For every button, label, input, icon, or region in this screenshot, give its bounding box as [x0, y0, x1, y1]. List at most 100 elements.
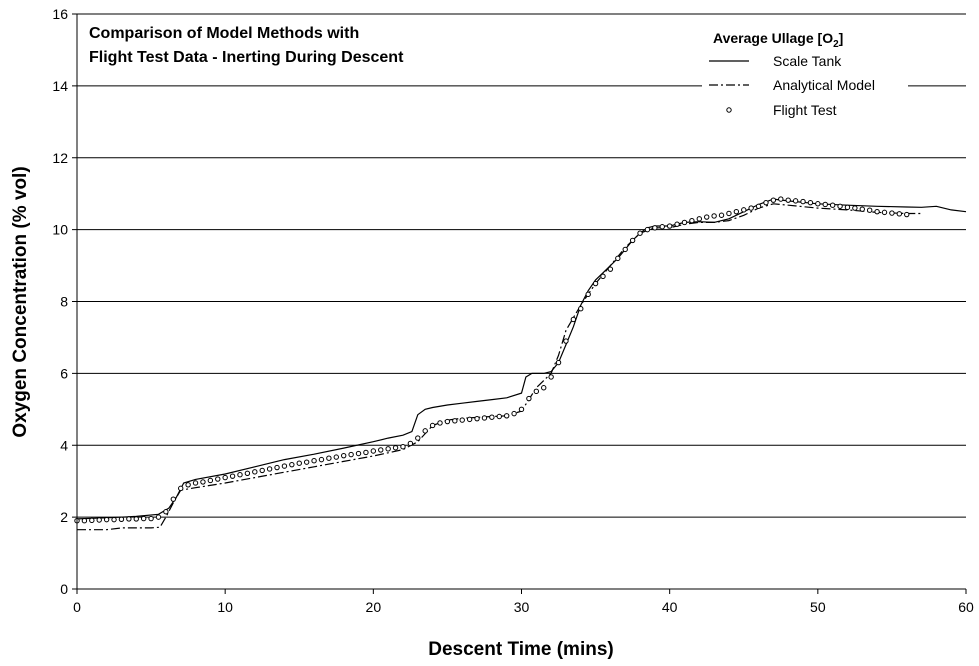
- flight-test-point-22: [237, 472, 243, 478]
- flight-test-point-23: [244, 470, 251, 476]
- flight-test-point-73: [615, 255, 621, 262]
- legend-title-end: ]: [839, 30, 844, 46]
- flight-test-point-99: [807, 199, 814, 206]
- flight-test-point-62: [533, 388, 540, 395]
- flight-test-point-58: [503, 413, 510, 419]
- flight-test-point-42: [385, 446, 391, 452]
- flight-test-point-107: [866, 207, 873, 213]
- x-tick-label-50: 50: [810, 599, 826, 615]
- flight-test-point-71: [600, 273, 606, 280]
- flight-test-point-87: [718, 212, 725, 218]
- x-tick-label-10: 10: [217, 599, 233, 615]
- flight-test-point-67: [570, 316, 577, 323]
- flight-test-point-72: [607, 266, 614, 272]
- scale-tank-line: [76, 198, 967, 520]
- flight-test-point-91: [748, 205, 754, 211]
- flight-test-point-32: [311, 458, 317, 464]
- flight-test-point-60: [518, 406, 525, 413]
- flight-test-point-3: [96, 517, 102, 523]
- y-axis-title: Oxygen Concentration (% vol): [10, 166, 31, 437]
- flight-test-point-82: [681, 219, 688, 226]
- flight-test-point-105: [852, 205, 858, 211]
- legend-background: [702, 22, 908, 124]
- flight-test-point-1: [81, 518, 88, 524]
- flight-test-point-31: [303, 459, 310, 465]
- flight-test-point-74: [622, 246, 628, 253]
- flight-test-point-112: [904, 211, 910, 218]
- y-tick-label-4: 4: [60, 437, 68, 453]
- flight-test-point-52: [459, 417, 465, 423]
- flight-test-point-37: [348, 451, 354, 458]
- flight-test-point-102: [829, 202, 836, 208]
- flight-test-point-17: [200, 479, 206, 485]
- x-tick-label-20: 20: [366, 599, 382, 615]
- flight-test-point-24: [252, 469, 258, 475]
- flight-test-point-93: [763, 199, 769, 206]
- flight-test-point-38: [355, 450, 362, 457]
- flight-test-point-9: [140, 515, 147, 522]
- flight-test-point-95: [778, 196, 784, 202]
- flight-test-point-75: [629, 237, 636, 244]
- flight-test-point-19: [215, 476, 221, 482]
- flight-test-point-13: [170, 496, 177, 502]
- flight-test-point-70: [592, 280, 599, 287]
- flight-test-point-110: [889, 210, 895, 216]
- flight-test-point-25: [259, 467, 265, 474]
- flight-test-point-46: [415, 435, 421, 441]
- flight-test-point-5: [111, 516, 117, 523]
- y-tick-label-16: 16: [52, 6, 68, 22]
- series-layer: [74, 196, 967, 531]
- flight-test-point-10: [148, 515, 154, 522]
- flight-test-point-56: [489, 414, 495, 420]
- flight-test-point-12: [163, 509, 169, 515]
- flight-test-point-111: [896, 211, 903, 217]
- axes: 0 2 4 6 8 10 12 14 16 0 10 20 30 40 50 60: [52, 6, 974, 615]
- flight-test-point-98: [800, 198, 806, 205]
- legend-title-text: Average Ullage [O: [713, 30, 833, 46]
- y-tick-label-14: 14: [52, 78, 68, 94]
- flight-test-point-100: [815, 201, 821, 207]
- flight-test-point-90: [741, 207, 747, 213]
- flight-test-point-43: [392, 445, 399, 451]
- legend-scale-tank-label: Scale Tank: [773, 53, 842, 69]
- flight-test-point-45: [407, 440, 414, 447]
- flight-test-point-16: [192, 480, 199, 486]
- flight-test-point-39: [363, 449, 369, 456]
- flight-test-point-14: [178, 485, 184, 492]
- y-tick-label-8: 8: [60, 294, 68, 310]
- y-tick-label-0: 0: [60, 581, 68, 597]
- flight-test-point-27: [274, 464, 280, 471]
- flight-test-point-97: [792, 198, 799, 204]
- flight-test-point-20: [222, 474, 228, 481]
- flight-test-point-86: [711, 213, 717, 219]
- flight-test-point-78: [652, 225, 658, 231]
- flight-test-point-4: [103, 516, 110, 523]
- flight-test-point-51: [452, 418, 458, 424]
- flight-test-point-21: [229, 473, 236, 479]
- flight-test-point-81: [674, 221, 680, 227]
- flight-test-point-26: [266, 466, 273, 472]
- flight-test-point-104: [844, 204, 851, 211]
- flight-test-point-47: [422, 428, 428, 434]
- flight-test-point-83: [689, 217, 695, 224]
- chart-title-line-1: Comparison of Model Methods with: [89, 25, 359, 42]
- y-tick-label-6: 6: [60, 365, 68, 381]
- legend: Average Ullage [O2] Scale Tank Analytica…: [702, 22, 908, 124]
- flight-test-point-29: [289, 461, 295, 468]
- flight-test-point-49: [437, 420, 443, 426]
- flight-test-point-2: [89, 517, 95, 524]
- x-tick-label-40: 40: [662, 599, 678, 615]
- flight-test-point-103: [837, 203, 843, 209]
- flight-test-point-109: [881, 209, 888, 216]
- y-tick-label-2: 2: [60, 509, 68, 525]
- flight-test-point-18: [207, 477, 214, 484]
- flight-test-point-11: [155, 514, 162, 520]
- flight-test-point-101: [822, 201, 828, 208]
- flight-test-point-55: [481, 415, 488, 421]
- flight-test-point-96: [785, 197, 791, 203]
- y-tick-label-12: 12: [52, 150, 68, 166]
- legend-analytical-model-label: Analytical Model: [773, 77, 875, 93]
- flight-test-point-88: [726, 210, 732, 217]
- flight-test-point-92: [755, 203, 762, 209]
- flight-test-point-66: [563, 338, 569, 344]
